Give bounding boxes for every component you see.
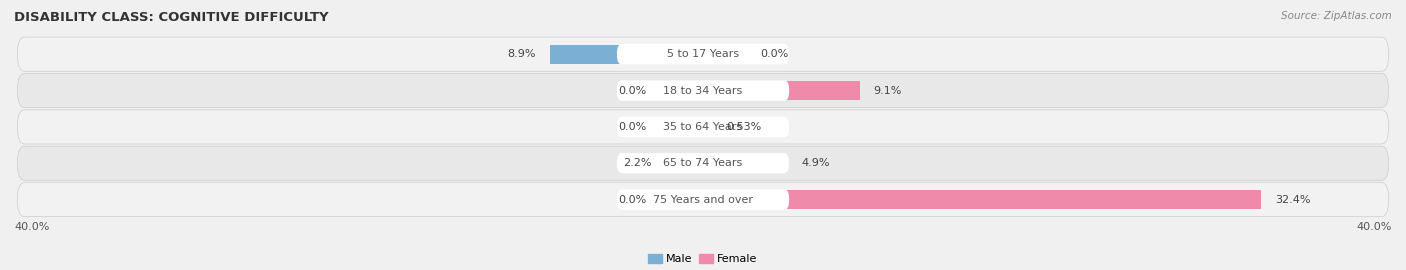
- Bar: [703, 45, 747, 64]
- FancyBboxPatch shape: [617, 190, 789, 210]
- Text: 40.0%: 40.0%: [14, 222, 49, 232]
- Text: 5 to 17 Years: 5 to 17 Years: [666, 49, 740, 59]
- Text: 2.2%: 2.2%: [623, 158, 651, 168]
- Text: 65 to 74 Years: 65 to 74 Years: [664, 158, 742, 168]
- Bar: [703, 154, 787, 173]
- Bar: [703, 117, 711, 136]
- Text: 0.0%: 0.0%: [617, 122, 647, 132]
- Text: 40.0%: 40.0%: [1357, 222, 1392, 232]
- Text: 0.0%: 0.0%: [617, 195, 647, 205]
- Text: 0.53%: 0.53%: [725, 122, 761, 132]
- Bar: [659, 81, 703, 100]
- FancyBboxPatch shape: [617, 153, 789, 173]
- Bar: [659, 117, 703, 136]
- FancyBboxPatch shape: [617, 80, 789, 101]
- FancyBboxPatch shape: [617, 117, 789, 137]
- FancyBboxPatch shape: [617, 44, 789, 64]
- FancyBboxPatch shape: [17, 146, 1389, 180]
- Text: 0.0%: 0.0%: [759, 49, 789, 59]
- Text: DISABILITY CLASS: COGNITIVE DIFFICULTY: DISABILITY CLASS: COGNITIVE DIFFICULTY: [14, 11, 329, 24]
- Bar: [703, 81, 859, 100]
- Text: 32.4%: 32.4%: [1275, 195, 1310, 205]
- FancyBboxPatch shape: [17, 37, 1389, 71]
- Bar: [703, 190, 1261, 209]
- Bar: [550, 45, 703, 64]
- Text: 75 Years and over: 75 Years and over: [652, 195, 754, 205]
- Text: 35 to 64 Years: 35 to 64 Years: [664, 122, 742, 132]
- Bar: [659, 190, 703, 209]
- FancyBboxPatch shape: [17, 73, 1389, 108]
- Bar: [665, 154, 703, 173]
- Text: 0.0%: 0.0%: [617, 86, 647, 96]
- Text: Source: ZipAtlas.com: Source: ZipAtlas.com: [1281, 11, 1392, 21]
- FancyBboxPatch shape: [17, 110, 1389, 144]
- Text: 9.1%: 9.1%: [873, 86, 901, 96]
- Legend: Male, Female: Male, Female: [644, 249, 762, 269]
- Text: 4.9%: 4.9%: [801, 158, 830, 168]
- FancyBboxPatch shape: [17, 183, 1389, 217]
- Text: 8.9%: 8.9%: [508, 49, 536, 59]
- Text: 18 to 34 Years: 18 to 34 Years: [664, 86, 742, 96]
